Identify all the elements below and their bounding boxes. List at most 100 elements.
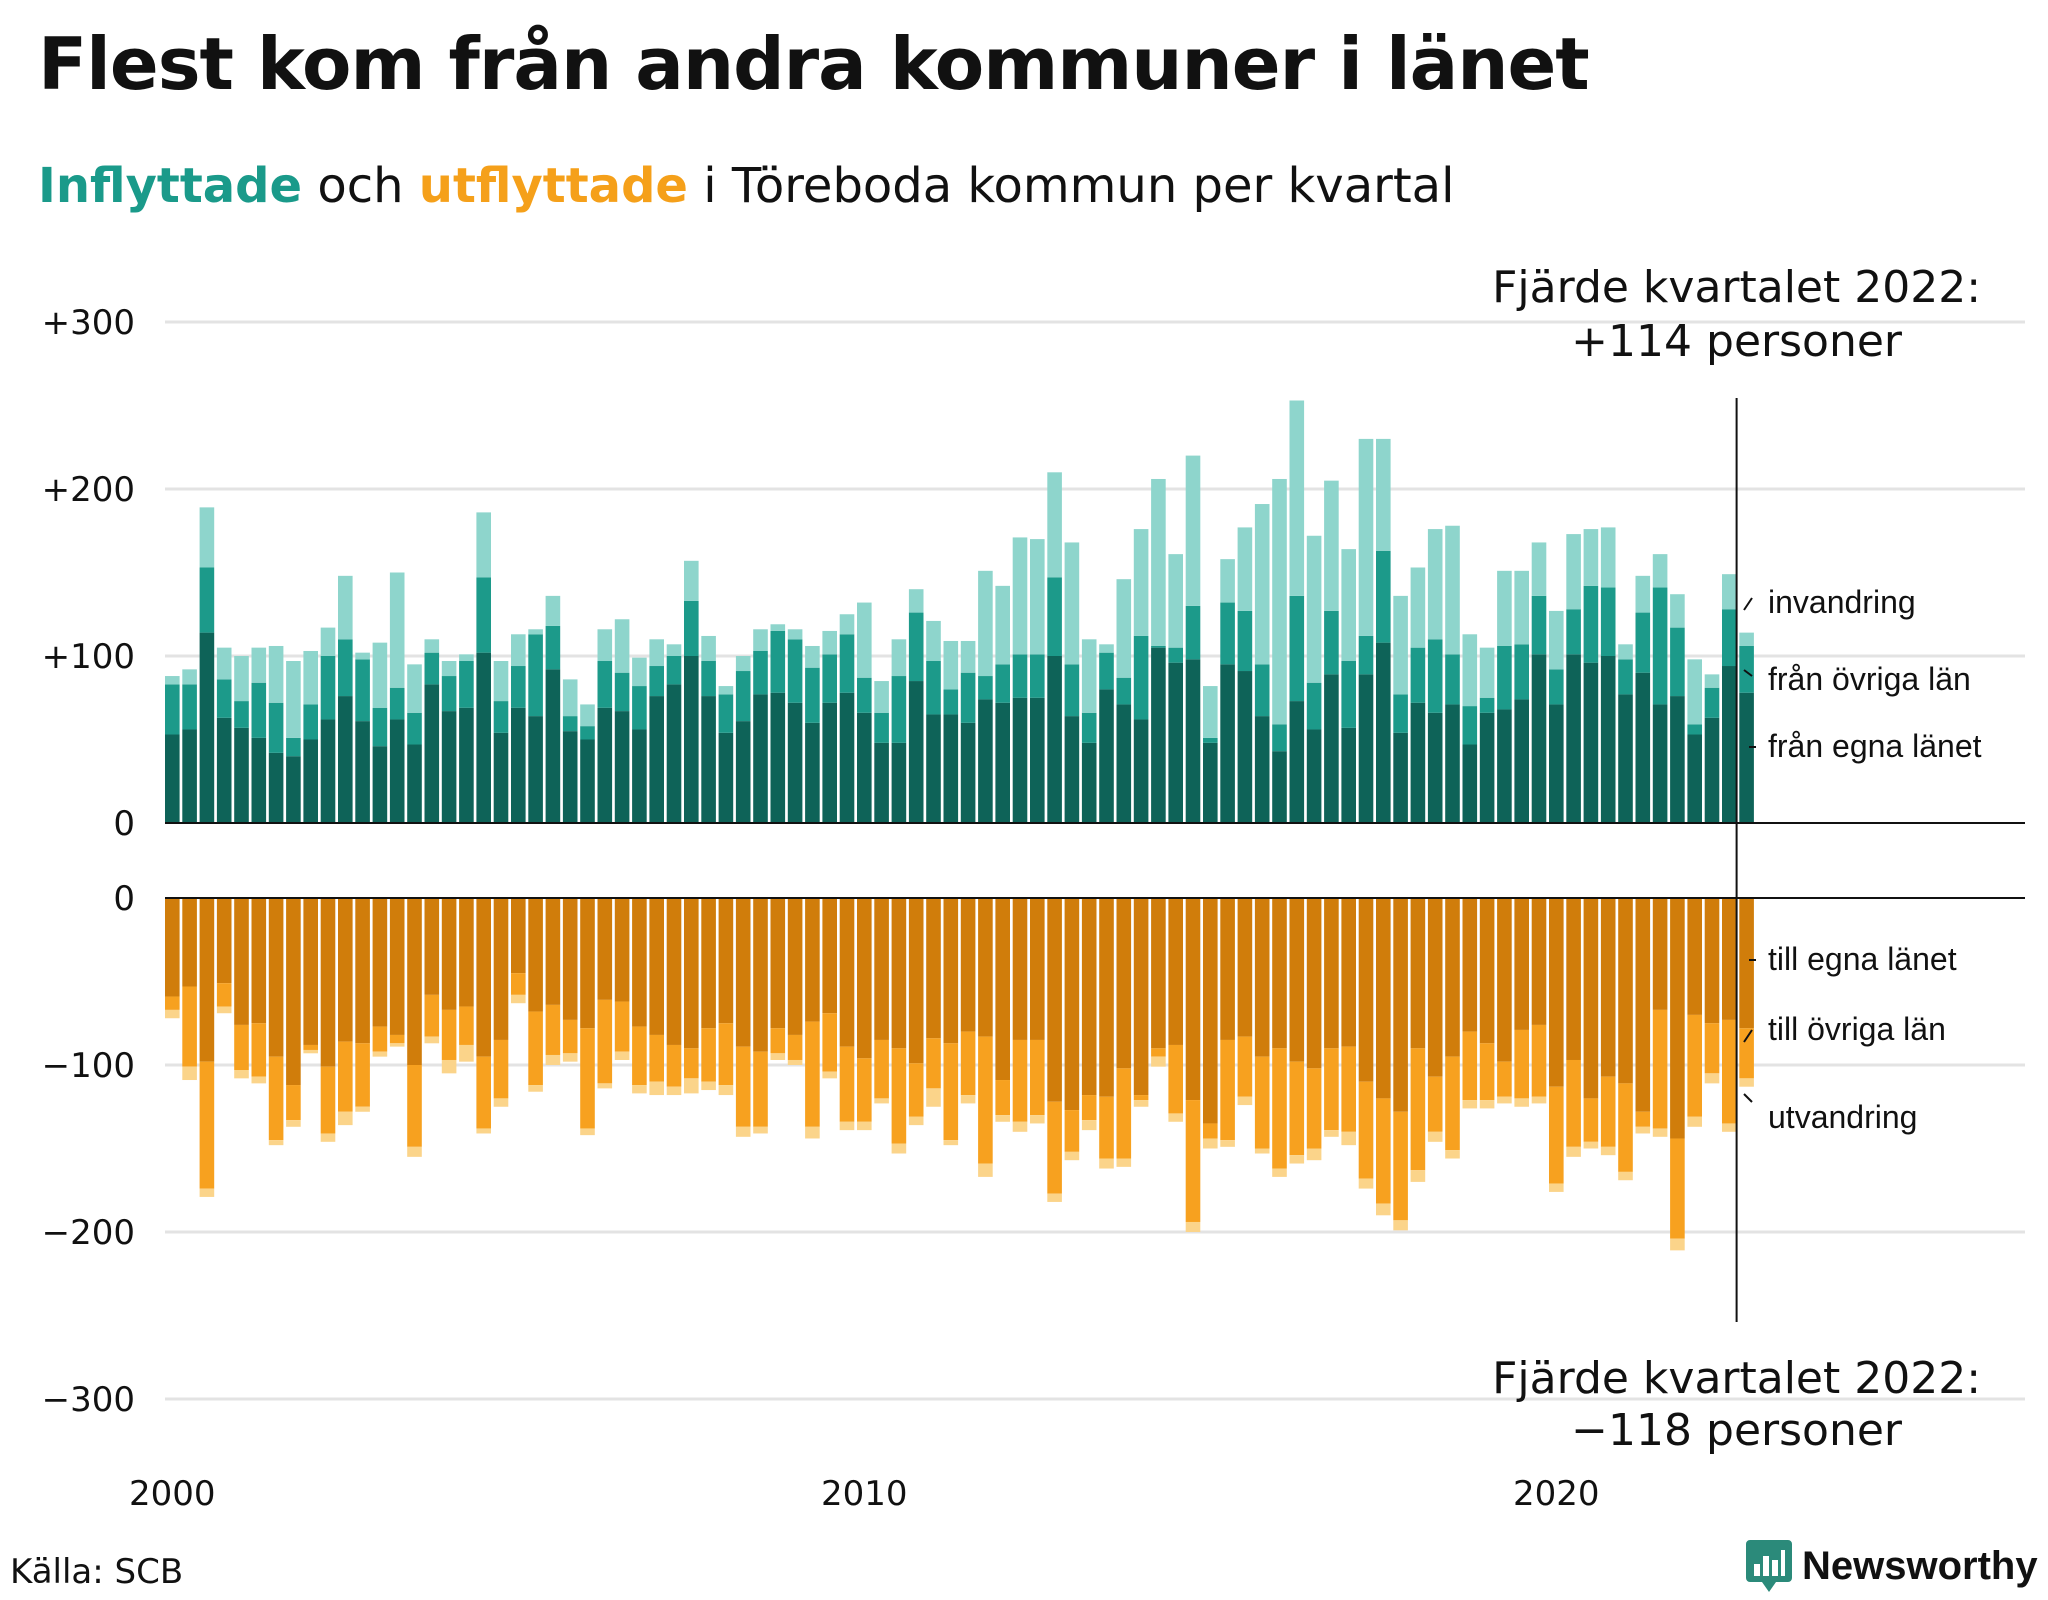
- bar-in-2: [251, 647, 267, 683]
- bar-out-1: [268, 1056, 284, 1141]
- bar-out-1: [459, 1006, 474, 1045]
- bar-out-1: [1531, 1024, 1547, 1097]
- bar-out-0: [511, 898, 526, 974]
- bar-in-1: [943, 689, 959, 715]
- bar-out-1: [1081, 1095, 1097, 1121]
- bar-in-1: [1081, 712, 1097, 743]
- bar-out-1: [649, 1034, 664, 1082]
- bar-out-0: [1393, 898, 1408, 1112]
- bar-in-0: [1012, 697, 1028, 823]
- bar-out-1: [528, 1011, 543, 1086]
- bar-in-2: [805, 645, 820, 668]
- bar-out-2: [251, 1076, 267, 1084]
- bar-in-0: [1462, 744, 1478, 823]
- y-tick-label: +100: [42, 637, 135, 677]
- bar-out-2: [1012, 1121, 1028, 1132]
- bar-in-0: [891, 742, 907, 823]
- bar-in-1: [234, 701, 249, 728]
- bar-out-0: [1445, 898, 1460, 1057]
- bar-out-2: [1497, 1096, 1512, 1104]
- bar-out-2: [926, 1088, 941, 1107]
- bar-out-0: [389, 898, 405, 1035]
- bar-out-1: [441, 1009, 457, 1060]
- bar-in-2: [1133, 529, 1149, 636]
- bar-in-2: [995, 585, 1010, 665]
- bar-in-2: [960, 640, 976, 673]
- subtitle-inflyttade: Inflyttade: [38, 158, 303, 214]
- bar-out-2: [891, 1143, 907, 1154]
- bar-out-0: [684, 898, 699, 1049]
- bar-in-2: [597, 629, 613, 662]
- bar-out-1: [874, 1039, 889, 1099]
- bar-out-0: [1635, 898, 1651, 1112]
- bar-in-2: [1341, 549, 1356, 662]
- series-label-top: invandring: [1768, 584, 1916, 620]
- bar-out-1: [511, 973, 526, 995]
- bar-in-2: [1116, 579, 1132, 678]
- bar-in-0: [1185, 659, 1201, 823]
- bar-in-1: [441, 676, 457, 712]
- bar-in-1: [182, 684, 197, 730]
- bar-in-0: [1479, 712, 1495, 823]
- bar-out-2: [493, 1098, 509, 1107]
- bar-out-1: [389, 1034, 405, 1044]
- bar-out-2: [1739, 1078, 1754, 1087]
- bar-out-0: [1151, 898, 1166, 1049]
- bar-out-2: [614, 1051, 630, 1060]
- bar-out-0: [251, 898, 267, 1024]
- bar-in-0: [511, 707, 526, 823]
- bar-in-0: [1583, 662, 1599, 823]
- bar-in-2: [580, 704, 595, 727]
- bar-in-1: [805, 667, 820, 723]
- bar-out-0: [234, 898, 249, 1025]
- bar-in-2: [770, 624, 786, 631]
- bar-in-2: [1099, 644, 1114, 653]
- series-label-bottom: till övriga län: [1768, 1011, 1946, 1047]
- bar-in-2: [389, 572, 405, 688]
- bar-in-0: [1635, 672, 1651, 823]
- leader-ovriga: [1743, 669, 1753, 677]
- bar-out-1: [753, 1051, 768, 1127]
- series-label-top: från egna länet: [1768, 728, 1982, 764]
- bar-in-2: [1393, 595, 1408, 695]
- bar-in-2: [1635, 575, 1651, 613]
- bar-out-1: [1704, 1023, 1720, 1074]
- bar-out-2: [1549, 1183, 1564, 1192]
- bar-out-0: [562, 898, 578, 1020]
- bar-out-1: [857, 1058, 872, 1122]
- bar-in-2: [874, 681, 889, 713]
- bar-in-0: [1514, 699, 1529, 823]
- bar-in-0: [216, 717, 232, 823]
- bar-in-1: [459, 661, 474, 708]
- bar-out-0: [632, 898, 647, 1027]
- bar-out-0: [1722, 898, 1737, 1020]
- bar-in-1: [545, 625, 561, 670]
- bar-in-0: [701, 696, 716, 823]
- bar-out-0: [286, 898, 301, 1086]
- bar-out-2: [908, 1116, 924, 1126]
- bar-in-2: [1220, 559, 1235, 603]
- bar-out-1: [960, 1031, 976, 1096]
- bar-out-2: [511, 994, 526, 1004]
- logo-text: Newsworthy: [1802, 1543, 2038, 1588]
- bar-in-2: [649, 639, 664, 667]
- bar-out-1: [1618, 1083, 1633, 1172]
- bar-out-1: [1272, 1048, 1287, 1169]
- bar-out-0: [1064, 898, 1080, 1111]
- bar-out-2: [1600, 1146, 1616, 1156]
- bar-out-0: [1272, 898, 1287, 1049]
- bar-in-0: [545, 669, 561, 823]
- series-label-top: från övriga län: [1768, 661, 1971, 697]
- bar-in-0: [1445, 704, 1460, 823]
- bar-out-0: [182, 898, 197, 987]
- bar-out-2: [1566, 1146, 1581, 1157]
- bar-in-1: [580, 726, 595, 740]
- bar-in-1: [476, 577, 491, 653]
- bar-in-1: [1358, 635, 1374, 675]
- bar-in-0: [632, 729, 647, 823]
- bar-in-1: [1047, 577, 1062, 656]
- bar-in-1: [978, 676, 993, 700]
- bar-out-2: [165, 1009, 180, 1019]
- bar-in-1: [1583, 585, 1599, 663]
- bar-in-0: [1099, 689, 1114, 823]
